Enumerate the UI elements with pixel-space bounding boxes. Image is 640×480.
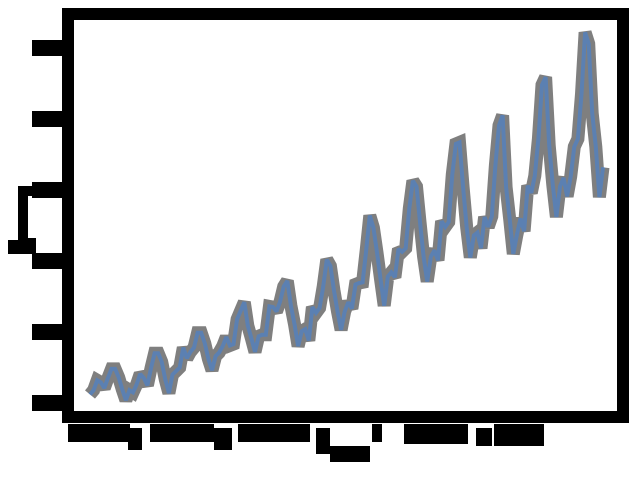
plot-frame [62, 8, 629, 423]
x-tick-label-mark [316, 428, 330, 454]
x-tick-label-mark [494, 424, 544, 446]
x-tick-label-mark [404, 424, 468, 444]
y-tick-mark [32, 395, 68, 411]
plot-area [85, 30, 610, 403]
y-axis-label-mark [8, 186, 36, 254]
x-tick-label-mark [372, 424, 382, 442]
x-tick-label-mark [476, 428, 492, 446]
y-tick-mark [32, 111, 68, 127]
series-line [88, 31, 605, 401]
y-tick-mark [32, 253, 68, 269]
x-tick-label-mark [68, 424, 130, 442]
y-axis-label-glyph [8, 186, 36, 254]
y-tick-mark [32, 182, 68, 198]
x-tick-label-mark [214, 428, 232, 450]
x-tick-label-mark [150, 424, 214, 442]
x-tick-label-mark [128, 428, 142, 450]
y-tick-mark [32, 324, 68, 340]
x-axis-tick-labels [68, 424, 544, 462]
x-tick-label-mark [330, 446, 370, 462]
y-axis-ticks [32, 40, 68, 411]
x-tick-label-mark [238, 424, 310, 442]
y-tick-mark [32, 40, 68, 56]
